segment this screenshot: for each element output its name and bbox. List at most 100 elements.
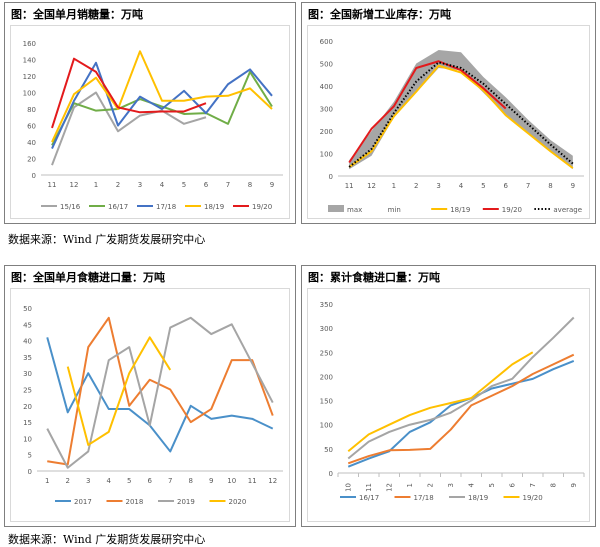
y-tick-label: 300 [320, 106, 333, 114]
y-tick-label: 40 [23, 338, 32, 346]
series-line-16-17 [347, 360, 575, 468]
y-tick-label: 200 [320, 128, 333, 136]
x-tick-label: 1 [406, 483, 414, 487]
x-tick-label: 7 [226, 181, 230, 189]
x-tick-label: 4 [467, 482, 475, 487]
legend-label-2018: 2018 [126, 498, 144, 506]
legend-label-15-16: 15/16 [60, 203, 81, 211]
x-tick-label: 1 [94, 181, 98, 189]
series-line-2020 [66, 336, 172, 446]
legend-label-19-20: 19/20 [252, 203, 272, 211]
series-line-2017 [46, 337, 274, 453]
y-tick-label: 100 [23, 90, 36, 98]
y-tick-label: 50 [324, 446, 333, 454]
x-tick-label: 12 [268, 477, 277, 485]
legend-label-min: min [388, 206, 401, 214]
series-line-16-17 [51, 70, 273, 146]
y-tick-label: 140 [23, 57, 36, 65]
x-tick-label: 9 [209, 477, 213, 485]
y-tick-label: 20 [23, 403, 32, 411]
chart-title-monthly-imports: 图：全国单月食糖进口量：万吨 [11, 271, 165, 284]
chart-title-monthly-sales: 图：全国单月销糖量：万吨 [11, 8, 143, 21]
y-tick-label: 500 [320, 61, 333, 69]
plot-frame-cumulative-imports: 0 50 100 150 200 250 300 350 10 11 12 1 2 3 4 5 6 7 8 9 16/1… [307, 288, 590, 522]
x-tick-label: 9 [571, 182, 575, 190]
series-line-17-18 [51, 61, 273, 150]
x-tick-label: 12 [70, 181, 79, 189]
y-tick-label: 100 [320, 422, 333, 430]
y-tick-label: 40 [27, 139, 36, 147]
y-tick-label: 200 [320, 373, 333, 381]
y-tick-label: 25 [23, 387, 32, 395]
y-tick-label: 10 [23, 435, 32, 443]
y-tick-label: 300 [320, 325, 333, 333]
legend-label-18-19: 18/19 [204, 203, 224, 211]
y-tick-label: 400 [320, 83, 333, 91]
x-tick-label: 11 [248, 477, 257, 485]
y-tick-label: 5 [28, 452, 32, 460]
chart-title-industrial-inventory: 图：全国新增工业库存：万吨 [308, 8, 451, 21]
x-tick-label: 2 [116, 181, 120, 189]
x-tick-label: 6 [204, 181, 209, 189]
panel-industrial-inventory: 图：全国新增工业库存：万吨 0 100 200 300 400 500 600 11 12 1 2 3… [301, 2, 596, 224]
y-tick-label: 20 [27, 156, 36, 164]
x-tick-label: 5 [182, 181, 186, 189]
x-tick-label: 3 [436, 182, 440, 190]
x-tick-label: 6 [148, 477, 153, 485]
x-tick-label: 4 [107, 477, 112, 485]
x-tick-label: 10 [227, 477, 236, 485]
x-tick-label: 7 [168, 477, 172, 485]
series-line-19-20 [348, 60, 507, 164]
y-tick-label: 35 [23, 354, 32, 362]
x-tick-label: 4 [160, 181, 165, 189]
max-min-band [349, 50, 573, 170]
series-line-19-20 [347, 351, 534, 453]
legend-label-18-19: 18/19 [450, 206, 470, 214]
legend-label-max: max [347, 206, 362, 214]
x-tick-label: 11 [48, 181, 57, 189]
x-tick-label: 2 [426, 483, 434, 487]
legend-label-16-17: 16/17 [359, 494, 379, 502]
x-tick-label: 10 [344, 483, 352, 492]
x-tick-label: 1 [45, 477, 49, 485]
series-line-18-19 [347, 316, 575, 460]
x-tick-label: 12 [367, 182, 376, 190]
y-tick-label: 350 [320, 301, 333, 309]
y-tick-label: 120 [23, 73, 36, 81]
y-tick-label: 50 [23, 305, 32, 313]
y-tick-label: 30 [23, 370, 32, 378]
x-tick-label: 7 [526, 182, 530, 190]
y-tick-label: 250 [320, 349, 333, 357]
legend-label-19-20: 19/20 [502, 206, 522, 214]
series-line-17-18 [347, 353, 575, 465]
x-tick-label: 6 [503, 182, 508, 190]
y-tick-label: 150 [320, 398, 333, 406]
x-tick-label: 12 [385, 483, 393, 492]
y-tick-label: 0 [32, 172, 36, 180]
legend-label-average: average [553, 206, 582, 214]
series-line-18-19 [348, 64, 574, 169]
x-tick-label: 8 [549, 483, 557, 487]
y-tick-label: 160 [23, 40, 36, 48]
x-tick-label: 5 [481, 182, 485, 190]
series-line-19-20 [51, 57, 207, 129]
y-tick-label: 0 [28, 468, 32, 476]
x-tick-label: 2 [414, 182, 418, 190]
x-tick-label: 8 [189, 477, 193, 485]
x-tick-label: 9 [270, 181, 274, 189]
plot-frame-monthly-imports: 0 5 10 15 20 25 30 35 40 45 50 1 2 3 4 5 6 7 8 9 10 11 12 2017 2… [10, 288, 290, 522]
x-tick-label: 4 [459, 182, 464, 190]
plot-frame-monthly-sales: 0 20 40 60 80 100 120 140 160 11 12 1 2 3 4 5 6 7 8 9 15/16 1… [10, 25, 290, 219]
panel-monthly-sales: 图：全国单月销糖量：万吨 0 20 40 60 80 100 120 140 160 11 12 1 2… [4, 2, 296, 224]
legend-label-2020: 2020 [229, 498, 247, 506]
legend-label-19-20: 19/20 [523, 494, 543, 502]
legend-label-2017: 2017 [74, 498, 92, 506]
x-tick-label: 7 [529, 483, 537, 487]
x-tick-label: 9 [570, 483, 578, 487]
x-tick-label: 8 [248, 181, 252, 189]
y-tick-label: 15 [23, 419, 32, 427]
x-tick-label: 8 [548, 182, 552, 190]
y-tick-label: 45 [23, 321, 32, 329]
